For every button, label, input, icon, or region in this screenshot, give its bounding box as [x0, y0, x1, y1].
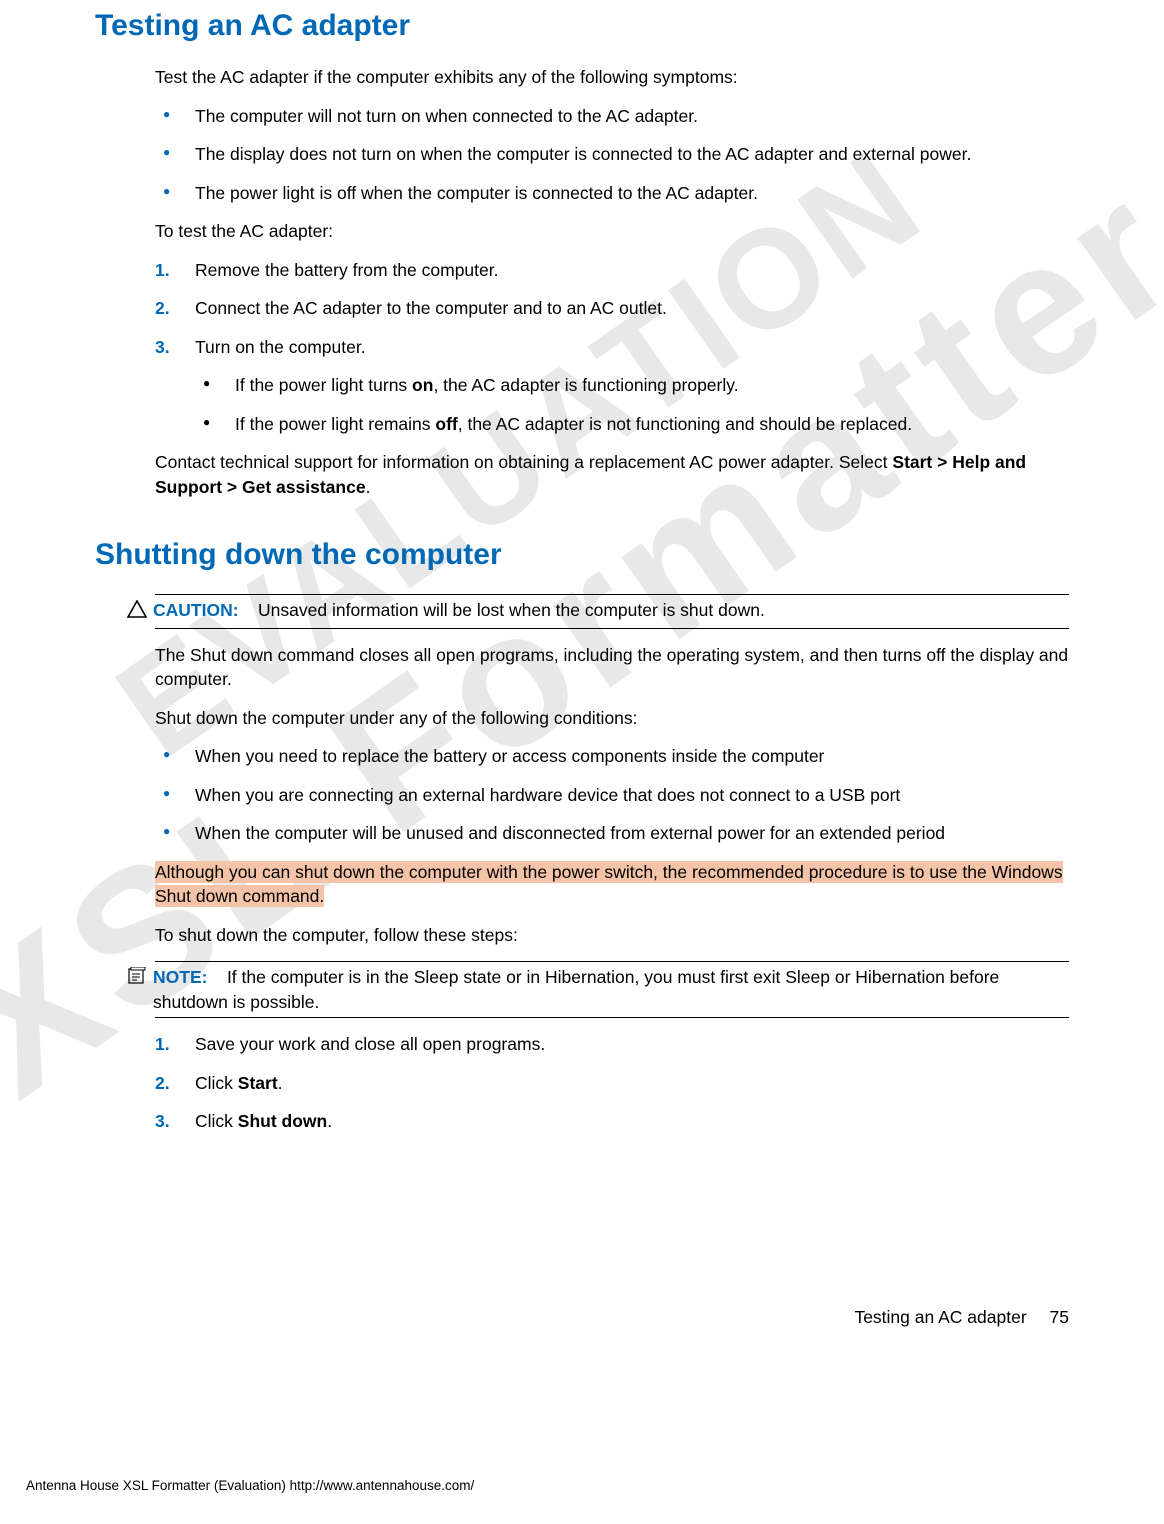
to-test-label: To test the AC adapter:: [155, 219, 1069, 244]
caution-label: CAUTION:: [153, 600, 239, 620]
step-item: Click Start.: [155, 1071, 1069, 1096]
step-item: Save your work and close all open progra…: [155, 1032, 1069, 1057]
step-item: Click Shut down.: [155, 1109, 1069, 1134]
symptom-item: The power light is off when the computer…: [155, 181, 1069, 206]
symptom-item: The display does not turn on when the co…: [155, 142, 1069, 167]
section-testing-adapter: Testing an AC adapter Test the AC adapte…: [95, 5, 1069, 499]
section-shutdown: Shutting down the computer CAUTION: Unsa…: [95, 534, 1069, 1134]
condition-item: When the computer will be unused and dis…: [155, 821, 1069, 846]
step-item: Connect the AC adapter to the computer a…: [155, 296, 1069, 321]
shutdown-p2: Shut down the computer under any of the …: [155, 706, 1069, 731]
shutdown-p1: The Shut down command closes all open pr…: [155, 643, 1069, 692]
heading-testing: Testing an AC adapter: [95, 5, 1069, 47]
step-item: Remove the battery from the computer.: [155, 258, 1069, 283]
symptom-item: The computer will not turn on when conne…: [155, 104, 1069, 129]
contact-support: Contact technical support for informatio…: [155, 450, 1069, 499]
step-text: Turn on the computer.: [195, 337, 366, 357]
footer-title: Testing an AC adapter: [854, 1307, 1026, 1327]
result-item: If the power light remains off, the AC a…: [195, 412, 1069, 437]
note-icon: [127, 967, 147, 992]
page-number: 75: [1050, 1307, 1069, 1327]
condition-item: When you are connecting an external hard…: [155, 783, 1069, 808]
note-callout: NOTE: If the computer is in the Sleep st…: [155, 961, 1069, 1018]
heading-shutdown: Shutting down the computer: [95, 534, 1069, 576]
nested-results: If the power light turns on, the AC adap…: [195, 373, 1069, 436]
shutdown-steps: Save your work and close all open progra…: [155, 1032, 1069, 1134]
symptoms-list: The computer will not turn on when conne…: [155, 104, 1069, 206]
page-footer: Testing an AC adapter 75: [854, 1305, 1069, 1330]
caution-text: Unsaved information will be lost when th…: [258, 600, 765, 620]
highlight-note: Although you can shut down the computer …: [155, 860, 1069, 909]
test-steps: Remove the battery from the computer. Co…: [155, 258, 1069, 437]
testing-intro: Test the AC adapter if the computer exhi…: [155, 65, 1069, 90]
generator-credit: Antenna House XSL Formatter (Evaluation)…: [26, 1477, 474, 1496]
result-item: If the power light turns on, the AC adap…: [195, 373, 1069, 398]
note-text: If the computer is in the Sleep state or…: [153, 967, 999, 1012]
note-label: NOTE:: [153, 967, 207, 987]
conditions-list: When you need to replace the battery or …: [155, 744, 1069, 846]
shutdown-p3: To shut down the computer, follow these …: [155, 923, 1069, 948]
condition-item: When you need to replace the battery or …: [155, 744, 1069, 769]
caution-callout: CAUTION: Unsaved information will be los…: [155, 594, 1069, 629]
step-item: Turn on the computer. If the power light…: [155, 335, 1069, 437]
page-content: Testing an AC adapter Test the AC adapte…: [0, 5, 1164, 1134]
caution-icon: [127, 600, 147, 625]
